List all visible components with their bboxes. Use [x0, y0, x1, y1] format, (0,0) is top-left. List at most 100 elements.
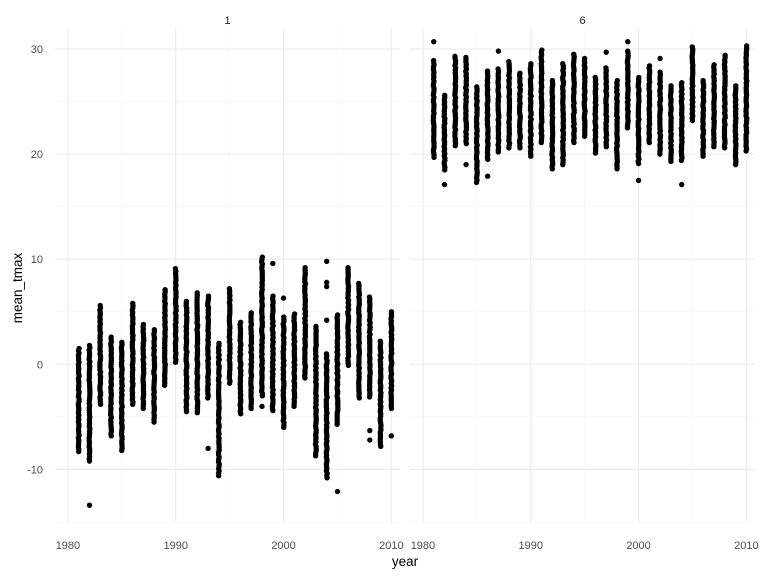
point-column-1999 [269, 260, 276, 414]
data-point [636, 74, 642, 81]
point-column-2003 [667, 83, 674, 165]
facet-strip-label: 1 [224, 15, 230, 27]
point-column-1989 [161, 287, 169, 389]
data-point [657, 69, 663, 75]
x-tick-label: 1980 [56, 540, 80, 552]
point-column-1998 [613, 77, 621, 172]
data-point [334, 488, 341, 495]
data-point [194, 290, 200, 296]
data-point [172, 265, 179, 272]
y-tick-label: 20 [31, 149, 43, 161]
data-point [151, 326, 158, 333]
point-column-1997 [603, 49, 610, 150]
facet-panel-6: 6 1980 1990 2000 2010 [410, 15, 759, 552]
data-point [259, 403, 265, 410]
x-tick-label: 2010 [734, 540, 758, 552]
data-point [205, 293, 212, 299]
data-point [280, 295, 287, 301]
data-point [484, 173, 491, 179]
point-column-2006 [345, 264, 352, 369]
data-point [377, 338, 384, 344]
data-point [474, 84, 480, 90]
data-point [367, 437, 373, 443]
point-column-1995 [581, 55, 588, 139]
x-tick-label: 2010 [379, 540, 403, 552]
point-column-1992 [194, 290, 201, 416]
point-column-2009 [377, 338, 384, 450]
data-point [689, 44, 695, 50]
data-point [603, 49, 609, 55]
data-point [205, 445, 211, 452]
data-point [388, 309, 395, 315]
data-point [517, 70, 523, 76]
data-point [291, 311, 298, 317]
point-column-1984 [107, 334, 115, 439]
point-column-2007 [355, 280, 363, 401]
data-point [140, 321, 147, 328]
y-tick-label: -10 [27, 464, 43, 476]
point-column-2010 [388, 309, 395, 439]
data-point [635, 177, 642, 184]
data-point [183, 298, 190, 304]
facet-strip-label: 6 [579, 15, 585, 27]
data-point [571, 51, 577, 57]
point-column-1991 [183, 298, 190, 415]
data-point [281, 314, 287, 320]
data-point [442, 92, 448, 98]
data-point [592, 74, 598, 81]
point-column-2002 [302, 264, 309, 381]
data-point [237, 319, 244, 325]
x-axis-title: year [392, 554, 419, 569]
point-column-1987 [495, 48, 502, 155]
point-column-2004 [323, 258, 330, 481]
point-column-2005 [334, 312, 341, 495]
y-axis-title: mean_tmax [10, 252, 25, 323]
x-tick-label: 1990 [519, 540, 543, 552]
point-column-1992 [549, 77, 556, 172]
point-column-2008 [366, 294, 373, 443]
point-column-2010 [743, 43, 750, 154]
y-tick-label: 10 [31, 254, 43, 266]
data-point [162, 287, 168, 293]
x-tick-label: 2000 [626, 540, 650, 552]
point-column-1988 [151, 326, 158, 425]
point-column-1984 [462, 54, 470, 168]
point-column-2000 [635, 74, 642, 184]
data-point [323, 279, 330, 286]
y-tick-label: 0 [37, 359, 43, 371]
facet-panels: 1 1980 1990 2000 2010 6 1980 1990 2000 2010 [55, 15, 759, 552]
data-point [581, 55, 588, 62]
point-column-2002 [657, 55, 664, 157]
data-point [367, 427, 373, 434]
data-point [119, 339, 125, 345]
point-column-1998 [258, 254, 266, 410]
data-point [86, 502, 93, 508]
point-column-1988 [506, 58, 513, 151]
data-point [323, 258, 330, 265]
point-column-1990 [172, 265, 179, 365]
point-column-1985 [473, 84, 480, 186]
data-point [614, 77, 620, 84]
point-column-1987 [140, 321, 147, 412]
data-point [743, 43, 750, 49]
data-point [323, 317, 330, 323]
data-point [452, 53, 458, 60]
point-column-2001 [646, 63, 653, 146]
point-column-1994 [215, 340, 222, 479]
x-tick-label: 1980 [411, 540, 435, 552]
x-tick-label: 2000 [271, 540, 295, 552]
data-point [603, 65, 609, 71]
data-point [259, 254, 266, 260]
data-point [86, 342, 93, 349]
data-point [130, 300, 136, 307]
point-column-1982 [86, 342, 93, 508]
y-axis: -10 0 10 20 30 [27, 44, 43, 476]
point-column-1989 [516, 70, 524, 151]
x-tick-label: 1990 [164, 540, 188, 552]
point-column-2001 [291, 311, 298, 410]
data-point [549, 77, 556, 84]
point-column-1983 [97, 302, 104, 407]
data-point [97, 302, 103, 309]
data-point [302, 264, 308, 271]
